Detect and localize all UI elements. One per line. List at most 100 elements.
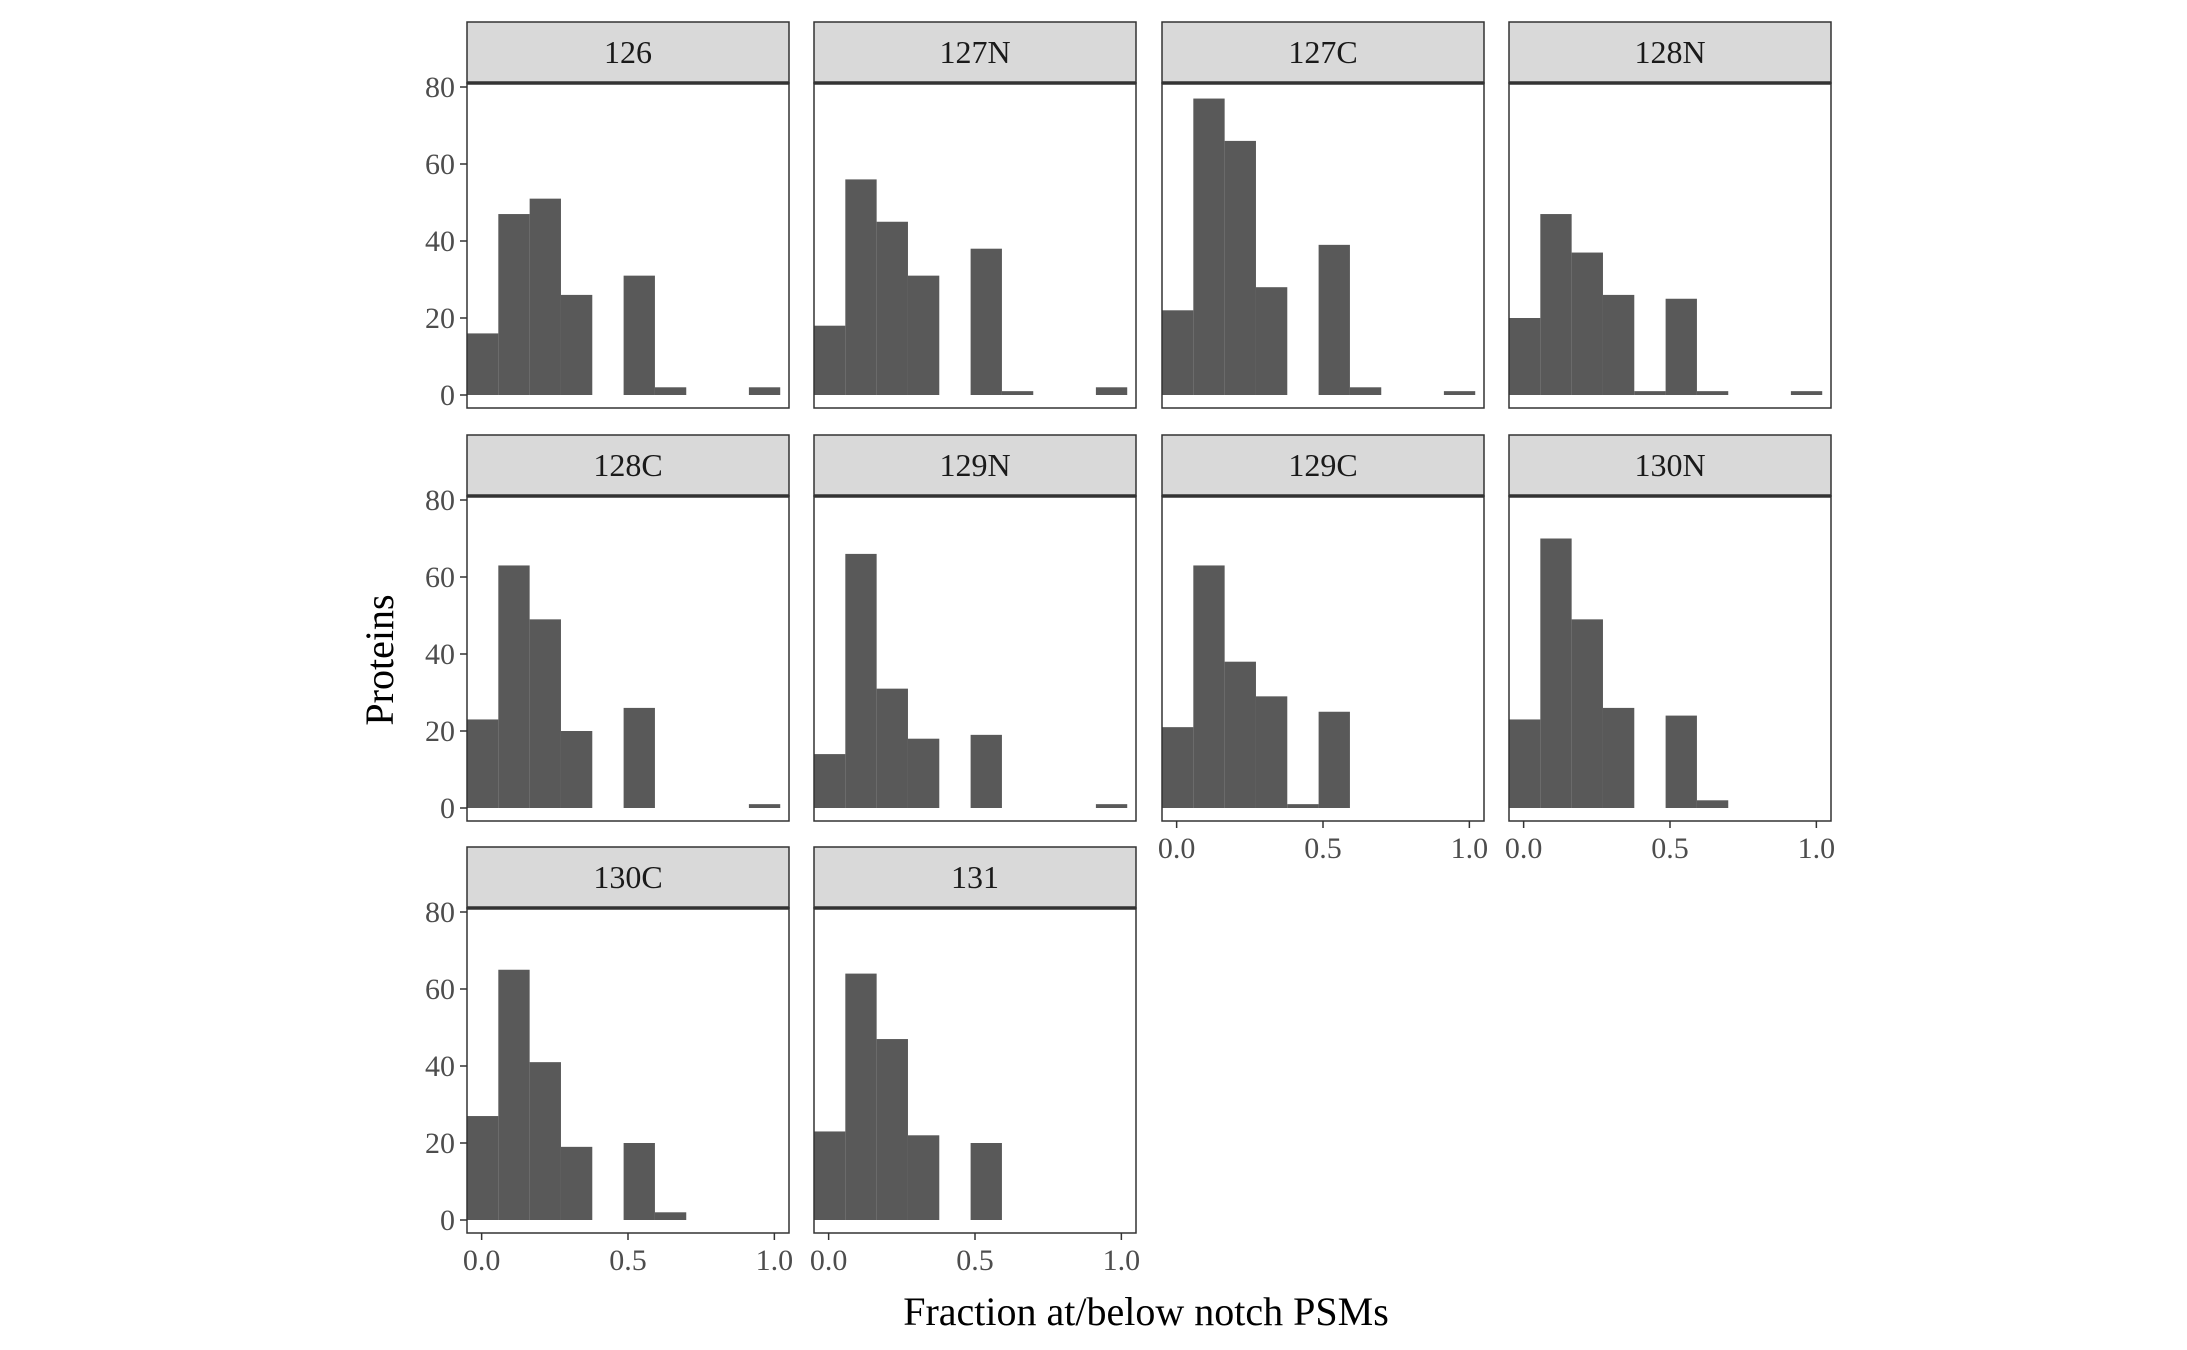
- histogram-bar: [654, 1212, 687, 1220]
- facet-128n: 128N: [1508, 21, 1832, 409]
- facet-strip-label: 126: [604, 34, 652, 70]
- facet-strip: [466, 846, 790, 909]
- histogram-bar: [876, 688, 908, 808]
- y-tick-label: 40: [425, 225, 455, 258]
- facet-130n: 130N 0.0 0.5 1.0: [1505, 434, 1835, 865]
- histogram-bar: [907, 738, 940, 808]
- histogram-bar: [654, 387, 687, 395]
- histogram-bar: [1602, 294, 1635, 395]
- facet-strip-label: 130C: [593, 859, 662, 895]
- histogram-bar: [970, 734, 1002, 808]
- facet-strip-label: 129C: [1288, 447, 1357, 483]
- histogram-bar: [467, 719, 499, 808]
- facet-strip: [1508, 21, 1832, 84]
- facet-strip-label: 130N: [1634, 447, 1705, 483]
- facet-strip: [466, 434, 790, 497]
- y-tick-label: 60: [425, 561, 455, 594]
- histogram-bar: [1318, 711, 1350, 808]
- y-tick-label: 20: [425, 715, 455, 748]
- histogram-bar: [1224, 661, 1256, 808]
- histogram-bar: [1540, 214, 1572, 395]
- facet-131: 131 0.0 0.5 1.0: [810, 846, 1140, 1277]
- facet-strip: [1161, 434, 1485, 497]
- histogram-bar: [1696, 391, 1729, 395]
- histogram-bar: [1509, 719, 1541, 808]
- facet-strip: [466, 21, 790, 84]
- facet-strip-label: 129N: [939, 447, 1010, 483]
- histogram-bar: [876, 221, 908, 395]
- histogram-bar: [1318, 244, 1350, 395]
- x-axis-title: Fraction at/below notch PSMs: [903, 1289, 1389, 1334]
- histogram-bar: [970, 1143, 1002, 1220]
- histogram-bar: [748, 804, 781, 808]
- histogram-bar: [1287, 804, 1319, 808]
- histogram-bar: [623, 1143, 655, 1220]
- y-tick-label: 60: [425, 973, 455, 1006]
- facet-strip-label: 128C: [593, 447, 662, 483]
- histogram-bar: [1095, 387, 1128, 395]
- x-tick-label: 1.0: [1451, 832, 1489, 865]
- histogram-bar: [498, 565, 530, 808]
- y-tick-label: 20: [425, 302, 455, 335]
- facet-126: 126 0 20 40 60 80: [425, 21, 790, 412]
- x-tick-label: 0.0: [1158, 832, 1196, 865]
- histogram-bar: [1095, 804, 1128, 808]
- facet-strip: [1508, 434, 1832, 497]
- histogram-bar: [970, 248, 1002, 395]
- histogram-bar: [498, 214, 530, 395]
- histogram-bar: [1255, 696, 1288, 808]
- facet-strip: [813, 434, 1137, 497]
- histogram-bar: [1443, 391, 1476, 395]
- histogram-bar: [814, 754, 846, 808]
- x-tick-label: 0.5: [1304, 832, 1342, 865]
- histogram-bar: [1571, 252, 1603, 395]
- x-tick-label: 0.0: [1505, 832, 1543, 865]
- facet-127n: 127N: [813, 21, 1137, 409]
- x-tick-label: 0.5: [609, 1244, 647, 1277]
- x-tick-label: 0.5: [956, 1244, 994, 1277]
- histogram-bar: [1540, 538, 1572, 808]
- y-axis-title: Proteins: [357, 594, 402, 725]
- histogram-bar: [1162, 310, 1194, 395]
- histogram-bar: [529, 619, 561, 808]
- histogram-bar: [560, 1146, 593, 1220]
- facet-strip-label: 131: [951, 859, 999, 895]
- histogram-bar: [1349, 387, 1382, 395]
- histogram-bar: [467, 333, 499, 395]
- y-tick-label: 0: [440, 1204, 455, 1237]
- histogram-bar: [1162, 727, 1194, 808]
- histogram-bar: [1790, 391, 1823, 395]
- histogram-bar: [1634, 391, 1666, 395]
- histogram-bar: [814, 325, 846, 395]
- histogram-bar: [1509, 318, 1541, 395]
- y-tick-label: 0: [440, 792, 455, 825]
- histogram-bar: [560, 731, 593, 808]
- facet-130c: 130C 0 20 40 60 80 0.0 0.5 1.0: [425, 846, 793, 1277]
- facet-128c: 128C 0 20 40 60 80: [425, 434, 790, 825]
- y-tick-label: 80: [425, 71, 455, 104]
- histogram-bar: [748, 387, 781, 395]
- histogram-bar: [1193, 565, 1225, 808]
- histogram-bar: [498, 969, 530, 1220]
- histogram-bar: [1696, 800, 1729, 808]
- histogram-bar: [529, 198, 561, 395]
- histogram-bar: [1255, 287, 1288, 395]
- histogram-bar: [560, 294, 593, 395]
- histogram-bar: [814, 1131, 846, 1220]
- y-tick-label: 40: [425, 1050, 455, 1083]
- histogram-bar: [1224, 140, 1256, 395]
- histogram-bar: [1571, 619, 1603, 808]
- histogram-bar: [467, 1116, 499, 1220]
- histogram-bar: [1193, 98, 1225, 396]
- histogram-bar: [845, 973, 877, 1220]
- y-tick-label: 80: [425, 484, 455, 517]
- y-tick-label: 80: [425, 896, 455, 929]
- facet-strip-label: 128N: [1634, 34, 1705, 70]
- histogram-bar: [1001, 391, 1034, 395]
- facet-129c: 129C 0.0 0.5 1.0: [1158, 434, 1489, 865]
- facet-129n: 129N: [813, 434, 1137, 822]
- facet-strip: [1161, 21, 1485, 84]
- histogram-bar: [907, 275, 940, 395]
- histogram-bar: [1665, 298, 1697, 395]
